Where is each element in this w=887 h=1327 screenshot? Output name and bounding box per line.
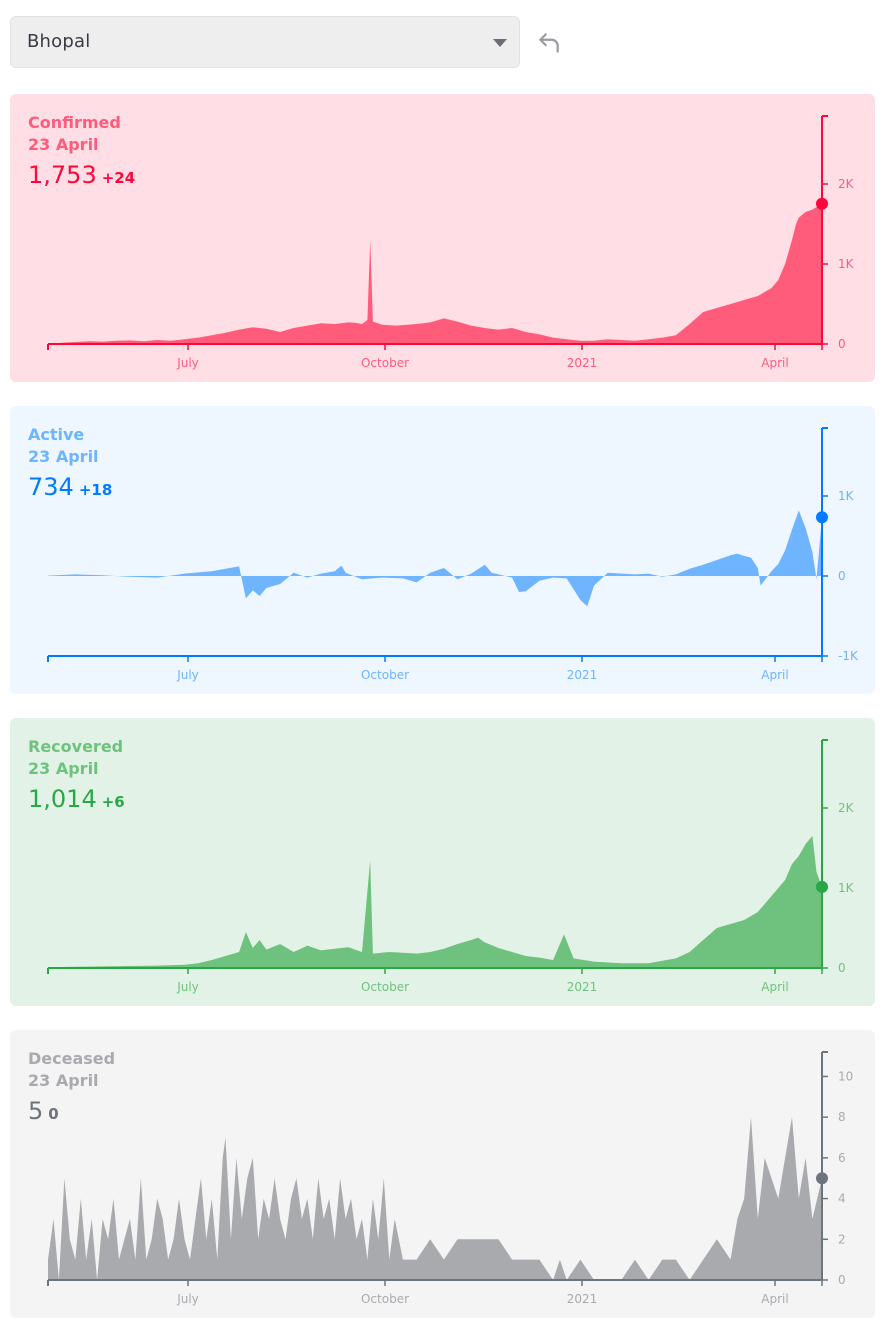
x-tick-label: 2021 bbox=[567, 356, 598, 370]
y-tick-label: 2 bbox=[838, 1232, 846, 1246]
panel-value-row: 1,753 +24 bbox=[28, 158, 135, 195]
panel-title: Confirmed bbox=[28, 113, 121, 132]
x-tick-label: April bbox=[761, 356, 788, 370]
top-bar: Bhopal bbox=[10, 16, 610, 70]
y-tick-label: 4 bbox=[838, 1192, 846, 1206]
y-tick-label: 6 bbox=[838, 1151, 846, 1165]
undo-icon[interactable] bbox=[536, 30, 562, 56]
panel-value-row: 1,014 +6 bbox=[28, 782, 125, 819]
confirmed-chart[interactable]: July October 2021 April 2K 1K 0 bbox=[10, 94, 875, 382]
panel-date: 23 April bbox=[28, 447, 99, 466]
x-tick-label: 2021 bbox=[567, 980, 598, 994]
panel-title: Deceased bbox=[28, 1049, 116, 1068]
x-tick-label: 2021 bbox=[567, 1292, 598, 1306]
confirmed-area bbox=[48, 203, 822, 344]
x-tick-label: April bbox=[761, 980, 788, 994]
recovered-area bbox=[48, 836, 822, 968]
y-tick-label: 10 bbox=[838, 1069, 853, 1083]
x-tick-label: July bbox=[176, 356, 199, 370]
y-tick-label: 1K bbox=[838, 881, 855, 895]
x-tick-label: July bbox=[176, 1292, 199, 1306]
panel-date: 23 April bbox=[28, 135, 99, 154]
y-tick-label: -1K bbox=[838, 649, 859, 663]
active-info: Active 23 April 734 +18 bbox=[28, 424, 112, 507]
y-tick-label: 1K bbox=[838, 257, 855, 271]
panel-value: 5 bbox=[28, 1097, 44, 1125]
panel-delta: +24 bbox=[101, 169, 136, 187]
y-tick-label: 2K bbox=[838, 801, 855, 815]
x-tick-label: April bbox=[761, 668, 788, 682]
region-select-value: Bhopal bbox=[27, 31, 91, 52]
x-tick-label: 2021 bbox=[567, 668, 598, 682]
y-tick-label: 0 bbox=[838, 337, 846, 351]
confirmed-panel: July October 2021 April 2K 1K 0 Confirmed 23 A… bbox=[10, 94, 875, 382]
y-tick-label: 2K bbox=[838, 177, 855, 191]
x-tick-label: July bbox=[176, 668, 199, 682]
active-panel: July October 2021 April 1K 0 -1K Active 23 Apr… bbox=[10, 406, 875, 694]
recovered-chart[interactable]: July October 2021 April 2K 1K 0 bbox=[10, 718, 875, 1006]
y-tick-label: 1K bbox=[838, 489, 855, 503]
panel-delta: +6 bbox=[101, 793, 125, 811]
panel-title: Recovered bbox=[28, 737, 124, 756]
current-value-marker bbox=[816, 511, 828, 524]
panel-delta: +18 bbox=[78, 481, 113, 499]
x-tick-label: April bbox=[761, 1292, 788, 1306]
chevron-down-icon bbox=[493, 39, 507, 47]
y-tick-label: 0 bbox=[838, 961, 846, 975]
panel-value: 1,753 bbox=[28, 161, 97, 189]
x-tick-label: July bbox=[176, 980, 199, 994]
recovered-panel: July October 2021 April 2K 1K 0 Recovered 23 A… bbox=[10, 718, 875, 1006]
panel-value: 1,014 bbox=[28, 785, 97, 813]
x-tick-label: October bbox=[361, 668, 409, 682]
y-tick-label: 0 bbox=[838, 569, 846, 583]
deceased-panel: July October 2021 April 10 8 6 4 2 0 Deceased 23 … bbox=[10, 1030, 875, 1318]
x-tick-label: October bbox=[361, 1292, 409, 1306]
current-value-marker bbox=[816, 880, 828, 893]
recovered-info: Recovered 23 April 1,014 +6 bbox=[28, 736, 125, 819]
current-value-marker bbox=[816, 1172, 828, 1185]
x-tick-label: October bbox=[361, 980, 409, 994]
panel-value: 734 bbox=[28, 473, 74, 501]
x-tick-label: October bbox=[361, 356, 409, 370]
panel-delta: 0 bbox=[48, 1105, 59, 1123]
panel-date: 23 April bbox=[28, 759, 99, 778]
y-tick-label: 8 bbox=[838, 1110, 846, 1124]
panel-value-row: 734 +18 bbox=[28, 470, 112, 507]
y-tick-label: 0 bbox=[838, 1273, 846, 1287]
active-chart[interactable]: July October 2021 April 1K 0 -1K bbox=[10, 406, 875, 694]
confirmed-info: Confirmed 23 April 1,753 +24 bbox=[28, 112, 135, 195]
region-select[interactable]: Bhopal bbox=[10, 16, 520, 68]
current-value-marker bbox=[816, 197, 828, 210]
active-area bbox=[48, 510, 822, 607]
deceased-area bbox=[48, 1117, 822, 1280]
panel-date: 23 April bbox=[28, 1071, 99, 1090]
panel-title: Active bbox=[28, 425, 85, 444]
deceased-chart[interactable]: July October 2021 April 10 8 6 4 2 0 bbox=[10, 1030, 875, 1318]
